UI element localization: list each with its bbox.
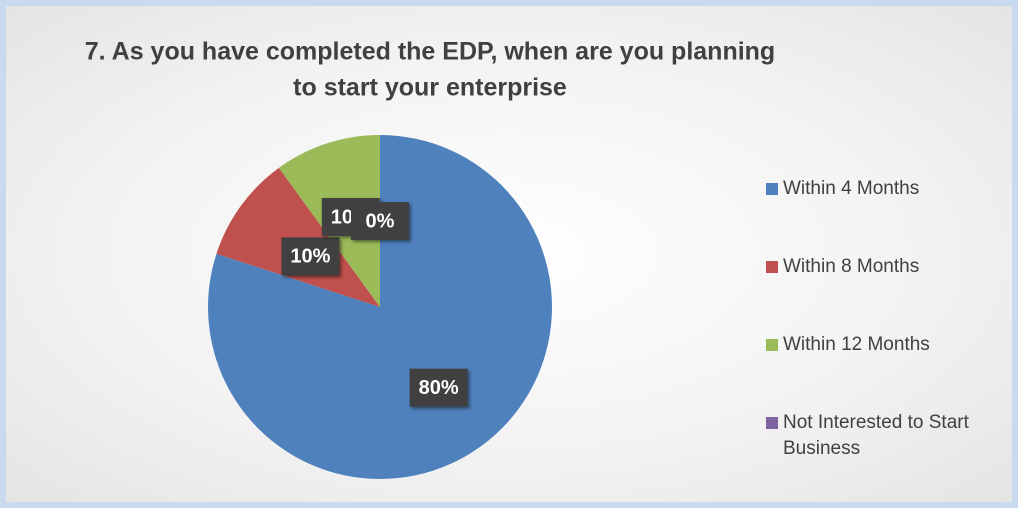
legend-swatch — [766, 417, 778, 429]
data-label-box — [281, 237, 340, 276]
legend-label: Within 4 Months — [783, 178, 920, 199]
legend-label: Within 12 Months — [783, 334, 930, 355]
chart-svg: 7. As you have completed the EDP, when a… — [85, 38, 775, 479]
data-label-text: 10% — [290, 246, 330, 268]
legend: Within 4 Months Within 8 Months Within 12 … — [766, 176, 1016, 514]
legend-item: Not Interested to Start Business — [766, 410, 1016, 462]
legend-item: Within 8 Months — [766, 254, 1016, 280]
data-label-box — [351, 202, 409, 240]
data-label-text: 0% — [366, 210, 395, 232]
data-label-box — [409, 368, 468, 407]
chart-title: to start your enterprise — [293, 74, 567, 102]
legend-label: Within 8 Months — [783, 256, 920, 277]
legend-item: Within 12 Months — [766, 332, 1016, 358]
legend-swatch — [766, 339, 778, 351]
chart-title: 7. As you have completed the EDP, when a… — [85, 38, 775, 66]
data-label: 0% — [351, 202, 409, 240]
legend-swatch — [766, 261, 778, 273]
legend-item: Within 4 Months — [766, 176, 1016, 202]
legend-swatch — [766, 183, 778, 195]
data-label-text: 80% — [419, 377, 459, 399]
data-label: 10% — [281, 237, 340, 276]
data-label: 80% — [409, 368, 468, 407]
legend-label: Not Interested to Start Business — [783, 412, 969, 459]
